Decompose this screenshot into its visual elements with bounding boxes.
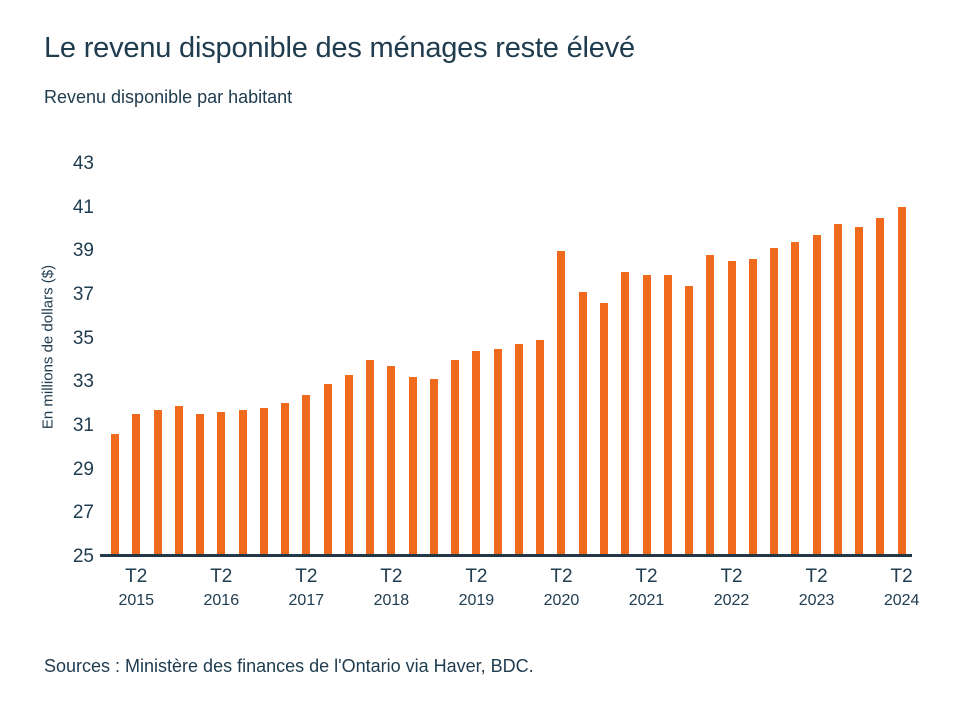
y-tick-33: 33 [72, 371, 94, 393]
y-tick-31: 31 [72, 415, 94, 437]
x-tick-year: 2015 [118, 592, 155, 609]
x-tick-t2-2016: T2 2016 [176, 566, 266, 611]
y-tick-43: 43 [72, 153, 94, 175]
x-tick-year: 2023 [798, 592, 835, 609]
x-tick-quarter: T2 [465, 566, 488, 587]
x-tick-t2-2021: T2 2021 [602, 566, 692, 611]
x-tick-year: 2021 [628, 592, 665, 609]
x-tick-quarter: T2 [635, 566, 658, 587]
x-tick-t2-2020: T2 2020 [516, 566, 606, 611]
y-tick-41: 41 [72, 196, 94, 218]
x-tick-t2-2022: T2 2022 [687, 566, 777, 611]
bar-t2-2019 [472, 350, 481, 554]
bar-t2-2022 [727, 261, 736, 554]
bar-t4-2016 [259, 407, 268, 554]
bar-t3-2016 [238, 409, 247, 554]
bar-t4-2020 [599, 302, 608, 554]
bar-t2-2016 [217, 412, 226, 554]
x-tick-year: 2024 [883, 592, 920, 609]
bar-t2-2015 [132, 414, 141, 554]
bar-t3-2023 [833, 224, 842, 554]
bar-t4-2021 [685, 285, 694, 554]
bar-t1-2016 [196, 414, 205, 554]
y-tick-37: 37 [72, 284, 94, 306]
bar-t4-2023 [855, 226, 864, 554]
bar-t1-2015 [111, 433, 119, 554]
y-tick-29: 29 [72, 458, 94, 480]
bar-t2-2023 [812, 235, 821, 554]
x-tick-quarter: T2 [550, 566, 573, 587]
source-note: Sources : Ministère des finances de l'On… [44, 656, 534, 676]
bar-t4-2019 [514, 344, 523, 554]
bar-t1-2020 [536, 340, 545, 554]
bar-t2-2018 [387, 366, 396, 554]
y-tick-27: 27 [72, 502, 94, 524]
bar-t3-2017 [323, 383, 332, 554]
y-tick-25: 25 [72, 546, 94, 567]
bar-t1-2017 [281, 403, 290, 554]
x-tick-quarter: T2 [380, 566, 403, 587]
bar-t3-2019 [493, 348, 502, 554]
bar-t1-2018 [366, 359, 375, 554]
x-tick-year: 2018 [373, 592, 410, 609]
x-tick-t2-2019: T2 2019 [431, 566, 521, 611]
bar-t1-2024 [876, 217, 885, 554]
y-tick-35: 35 [72, 327, 94, 349]
x-tick-quarter: T2 [125, 566, 148, 587]
bar-t3-2020 [578, 292, 587, 554]
bar-t1-2023 [791, 241, 800, 554]
bar-t3-2022 [748, 259, 757, 554]
bar-t2-2017 [302, 394, 311, 554]
x-tick-quarter: T2 [890, 566, 913, 587]
bar-t1-2022 [706, 254, 715, 554]
plot-area [100, 155, 912, 557]
x-tick-year: 2017 [288, 592, 325, 609]
bar-t4-2015 [174, 405, 183, 554]
bar-t4-2017 [344, 375, 353, 554]
x-tick-quarter: T2 [295, 566, 318, 587]
bar-t3-2018 [408, 377, 417, 554]
bar-t1-2019 [451, 359, 460, 554]
chart-subtitle: Revenu disponible par habitant [44, 87, 293, 107]
x-tick-year: 2016 [203, 592, 240, 609]
bar-t2-2024 [897, 206, 906, 554]
y-tick-39: 39 [72, 240, 94, 262]
x-tick-quarter: T2 [720, 566, 743, 587]
bar-t1-2021 [621, 272, 630, 554]
x-tick-year: 2022 [713, 592, 750, 609]
x-tick-t2-2017: T2 2017 [261, 566, 351, 611]
x-tick-quarter: T2 [805, 566, 828, 587]
bar-t4-2018 [429, 379, 438, 554]
x-tick-t2-2018: T2 2018 [346, 566, 436, 611]
bar-t4-2022 [770, 248, 779, 554]
x-tick-t2-2023: T2 2023 [772, 566, 862, 611]
x-tick-quarter: T2 [210, 566, 233, 587]
chart-title: Le revenu disponible des ménages reste é… [44, 32, 635, 64]
bar-t3-2021 [663, 274, 672, 554]
bar-t2-2020 [557, 250, 566, 554]
x-tick-year: 2020 [543, 592, 580, 609]
x-tick-year: 2019 [458, 592, 495, 609]
bar-t2-2021 [642, 274, 651, 554]
x-tick-t2-2024: T2 2024 [857, 566, 947, 611]
x-tick-t2-2015: T2 2015 [91, 566, 181, 611]
bar-t3-2015 [153, 409, 162, 554]
